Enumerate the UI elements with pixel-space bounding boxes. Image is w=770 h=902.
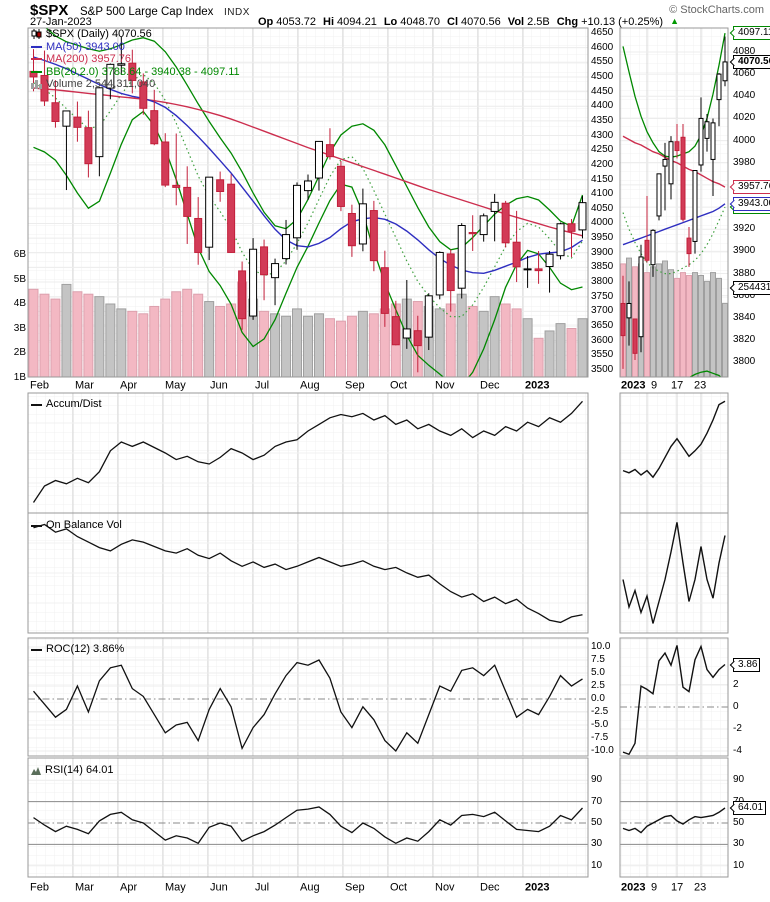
roc-panel-label: ROC(12) 3.86% [31, 644, 124, 655]
close-quote: Cl 4070.56 [447, 16, 501, 28]
low-quote: Lo 4048.70 [383, 16, 441, 28]
ma200-line-icon [31, 58, 42, 61]
candlestick-icon [31, 29, 42, 40]
accdist-label-text: Accum/Dist [46, 398, 102, 410]
up-arrow-icon: ▲ [670, 16, 679, 26]
legend-volume-label: Volume 2,544,311,040 [46, 78, 156, 90]
open-quote: Op 4053.72 [258, 16, 317, 28]
index-name: S&P 500 Large Cap Index [80, 6, 214, 18]
obv-label-text: On Balance Vol [46, 519, 122, 531]
legend-ma200-label: MA(200) 3957.76 [46, 53, 131, 65]
legend-symbol-row: $SPX (Daily) 4070.56 [31, 28, 240, 41]
exchange-label: INDX [224, 7, 250, 18]
legend-ma50-label: MA(50) 3943.00 [46, 40, 125, 53]
legend-symbol-label: $SPX (Daily) 4070.56 [46, 28, 152, 40]
legend-bb-label: BB(20,2.0) 3783.64 - 3940.38 - 4097.11 [46, 65, 240, 78]
legend-ma50-row: MA(50) 3943.00 [31, 41, 240, 54]
mountain-icon [31, 767, 41, 775]
stockcharts-copyright-link[interactable]: © StockCharts.com [669, 4, 764, 16]
chart-date: 27-Jan-2023 [30, 16, 92, 28]
bollinger-line-icon [31, 70, 42, 73]
roc-label-text: ROC(12) 3.86% [46, 643, 125, 655]
legend-ma200-row: MA(200) 3957.76 [31, 53, 240, 66]
change-quote: Chg +10.13 (+0.25%) [556, 16, 664, 28]
legend-volume-row: Volume 2,544,311,040 [31, 78, 240, 91]
high-quote: Hi 4094.21 [323, 16, 377, 28]
main-chart-legend: $SPX (Daily) 4070.56 MA(50) 3943.00 MA(2… [31, 28, 240, 91]
accdist-panel-label: Accum/Dist [31, 399, 102, 410]
rsi-label-text: RSI(14) 64.01 [45, 764, 114, 776]
line-icon [31, 648, 42, 651]
quote-row: 27-Jan-2023 Op 4053.72 Hi 4094.21 Lo 4048.7… [30, 16, 679, 28]
line-icon [31, 403, 42, 406]
ticker-symbol: $SPX [30, 2, 69, 19]
rsi-panel-label: RSI(14) 64.01 [31, 765, 113, 776]
volume-quote: Vol 2.5B [507, 16, 550, 28]
obv-panel-label: On Balance Vol [31, 520, 122, 531]
legend-bb-row: BB(20,2.0) 3783.64 - 3940.38 - 4097.11 [31, 66, 240, 79]
line-icon [31, 524, 42, 527]
volume-bars-icon [31, 79, 42, 89]
ma50-line-icon [31, 45, 42, 48]
